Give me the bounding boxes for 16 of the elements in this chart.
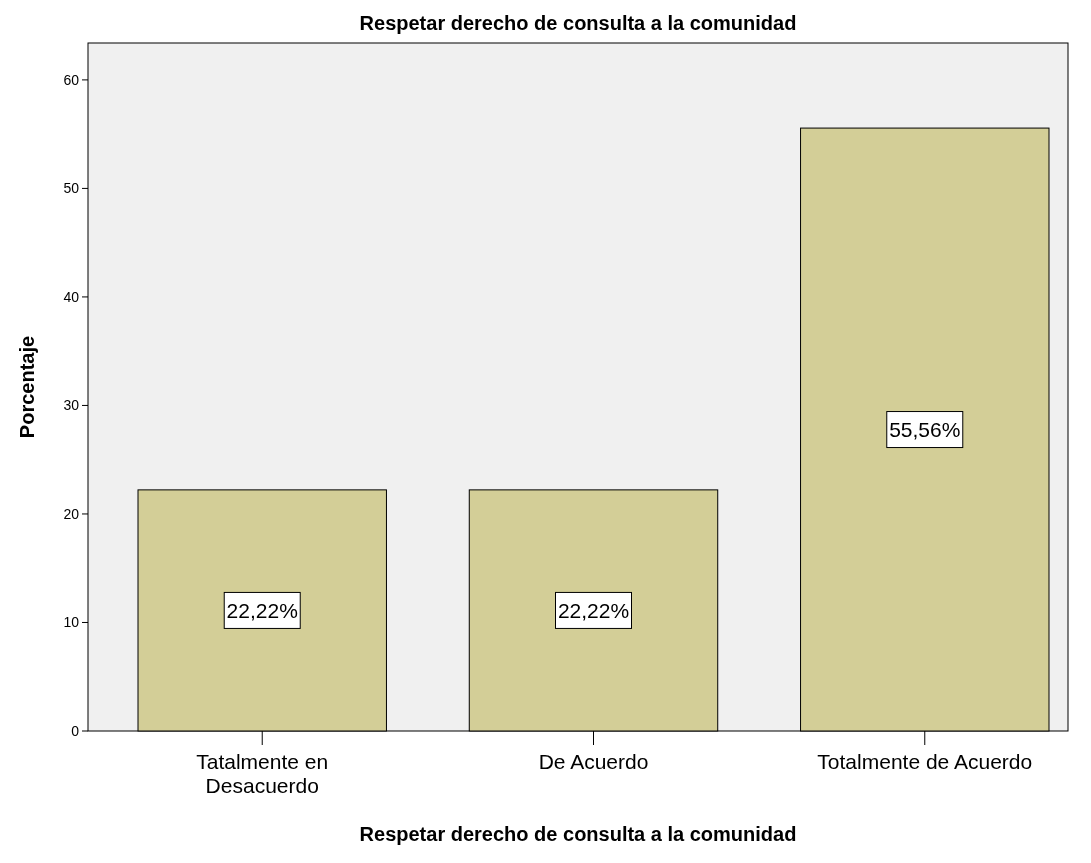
x-tick-label: Tatalmente en Desacuerdo — [196, 750, 329, 797]
x-axis-title: Respetar derecho de consulta a la comunidad — [359, 823, 797, 845]
y-tick-label: 10 — [63, 614, 80, 631]
y-tick-label: 60 — [63, 71, 80, 88]
y-tick-label: 20 — [63, 505, 80, 522]
y-axis-title: Porcentaje — [16, 335, 38, 439]
y-tick-label: 50 — [63, 180, 80, 197]
x-tick-label: Totalmente de Acuerdo — [817, 750, 1033, 773]
x-tick-label: De Acuerdo — [538, 750, 649, 773]
y-tick-label: 40 — [63, 288, 80, 305]
chart-title: Respetar derecho de consulta a la comunidad — [359, 12, 797, 34]
data-label: 22,22% — [557, 598, 630, 622]
data-label: 55,56% — [889, 417, 961, 441]
y-tick-label: 0 — [71, 722, 80, 739]
data-label: 22,22% — [226, 598, 298, 622]
y-tick-label: 30 — [63, 397, 80, 414]
